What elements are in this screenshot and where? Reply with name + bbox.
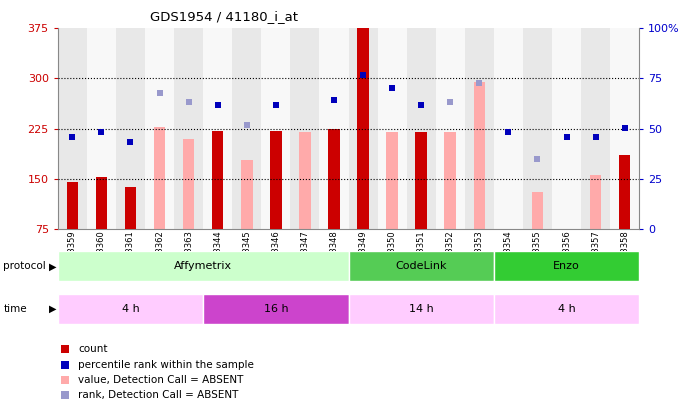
Bar [532,192,543,229]
Text: 16 h: 16 h [264,304,288,314]
Bar [552,28,581,229]
Bar [154,127,165,229]
Bar [174,28,203,229]
Bar [116,28,145,229]
Text: 4 h: 4 h [558,304,575,314]
Bar [96,177,107,229]
Bar [290,28,320,229]
Bar [203,28,232,229]
Bar [445,132,456,229]
Bar [241,160,252,229]
Bar [58,28,87,229]
Bar [590,175,601,229]
Bar [415,132,427,229]
Text: protocol: protocol [3,261,46,271]
Text: Enzo: Enzo [553,261,580,271]
Bar [183,139,194,229]
Bar [494,28,523,229]
Bar [494,251,639,281]
Bar [58,294,203,324]
Bar [299,132,311,229]
Text: value, Detection Call = ABSENT: value, Detection Call = ABSENT [78,375,243,385]
Bar [328,129,340,229]
Bar [357,28,369,229]
Bar [145,28,174,229]
Bar [232,28,261,229]
Bar [261,28,290,229]
Bar [58,251,348,281]
Text: GDS1954 / 41180_i_at: GDS1954 / 41180_i_at [150,10,298,23]
Bar [494,294,639,324]
Text: 4 h: 4 h [122,304,139,314]
Bar [348,28,377,229]
Text: CodeLink: CodeLink [396,261,447,271]
Bar [67,182,78,229]
Bar [377,28,407,229]
Bar [348,294,494,324]
Text: rank, Detection Call = ABSENT: rank, Detection Call = ABSENT [78,390,239,400]
Bar [320,28,348,229]
Bar [407,28,436,229]
Bar [473,82,485,229]
Bar [581,28,610,229]
Text: percentile rank within the sample: percentile rank within the sample [78,360,254,369]
Bar [619,155,630,229]
Bar [386,132,398,229]
Text: ▶: ▶ [49,304,56,314]
Bar [270,130,282,229]
Bar [124,187,136,229]
Bar [203,294,348,324]
Bar [610,28,639,229]
Bar [436,28,465,229]
Text: time: time [3,304,27,314]
Bar [523,28,552,229]
Bar [87,28,116,229]
Text: 14 h: 14 h [409,304,434,314]
Text: Affymetrix: Affymetrix [174,261,232,271]
Bar [212,130,224,229]
Bar [465,28,494,229]
Bar [348,251,494,281]
Text: ▶: ▶ [49,261,56,271]
Text: count: count [78,344,107,354]
